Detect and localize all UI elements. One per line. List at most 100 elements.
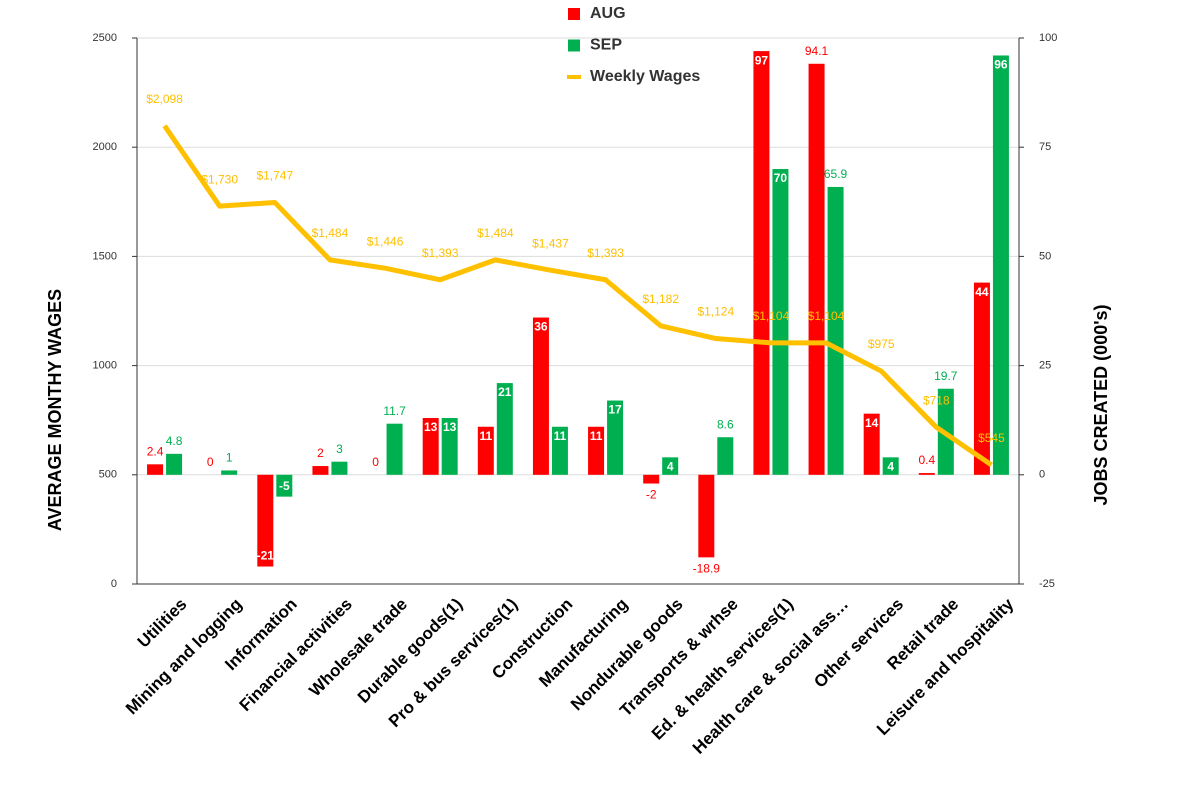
y2-tick-label: 75 bbox=[1039, 141, 1051, 153]
line-value-label: $975 bbox=[868, 337, 895, 351]
line-value-label: $1,182 bbox=[642, 292, 679, 306]
bar-value-label: 21 bbox=[498, 385, 512, 399]
bar-value-label: 8.6 bbox=[717, 417, 734, 431]
bar bbox=[532, 317, 549, 475]
bar bbox=[276, 474, 293, 497]
y-tick-label: 500 bbox=[99, 469, 117, 481]
bar-value-label: 94.1 bbox=[805, 44, 829, 58]
bar-value-label: 14 bbox=[865, 416, 879, 430]
line-value-label: $1,484 bbox=[477, 226, 514, 240]
bar bbox=[257, 474, 274, 567]
line-value-label: $1,393 bbox=[587, 246, 624, 260]
line-value-label: $1,104 bbox=[808, 309, 845, 323]
legend-swatch bbox=[568, 39, 580, 52]
bar bbox=[772, 169, 789, 475]
line bbox=[162, 124, 993, 468]
bar bbox=[827, 186, 844, 475]
line-value-label: $1,104 bbox=[753, 309, 790, 323]
y2-tick-label: 25 bbox=[1039, 360, 1051, 372]
bar-value-label: -18.9 bbox=[693, 562, 721, 576]
bar bbox=[386, 423, 403, 475]
bar-value-label: -5 bbox=[279, 479, 290, 493]
bar bbox=[918, 473, 935, 475]
y-tick-label: 0 bbox=[111, 578, 117, 590]
bar bbox=[698, 474, 715, 558]
bar-value-label: 4.8 bbox=[166, 434, 183, 448]
line-value-label: $545 bbox=[978, 431, 1005, 445]
bar-value-label: 0.4 bbox=[918, 453, 935, 467]
y-tick-label: 2000 bbox=[93, 141, 117, 153]
bar-value-label: 44 bbox=[975, 285, 989, 299]
legend-swatch bbox=[567, 75, 581, 79]
y2-axis-title: JOBS CREATED (000's) bbox=[1091, 304, 1111, 505]
bar bbox=[992, 55, 1009, 475]
bar-value-label: 97 bbox=[755, 53, 769, 67]
bar-value-label: 11.7 bbox=[383, 404, 406, 418]
bar-value-label: 96 bbox=[994, 58, 1008, 72]
bar bbox=[147, 464, 164, 475]
bar bbox=[662, 457, 679, 475]
bar bbox=[882, 457, 899, 475]
bar-value-label: 11 bbox=[590, 429, 603, 443]
bar bbox=[808, 63, 825, 475]
y-axis-title: AVERAGE MONTHY WAGES bbox=[45, 289, 65, 531]
bar-value-label: 11 bbox=[554, 429, 567, 443]
bar bbox=[973, 282, 990, 475]
legend-swatch bbox=[568, 8, 580, 20]
bar-value-label: 2.4 bbox=[147, 444, 164, 458]
legend-label: Weekly Wages bbox=[590, 68, 700, 85]
bar bbox=[312, 466, 329, 475]
bar bbox=[496, 383, 513, 475]
x-tick-label: Wholesale trade bbox=[305, 595, 411, 701]
line-value-label: $1,124 bbox=[697, 305, 734, 319]
bar bbox=[588, 426, 605, 475]
bar bbox=[441, 418, 458, 475]
bar-value-label: 1 bbox=[226, 451, 233, 465]
bar bbox=[643, 474, 660, 484]
bar-value-label: 65.9 bbox=[824, 167, 848, 181]
bar-value-label: 4 bbox=[667, 459, 674, 473]
bar-value-label: 13 bbox=[424, 420, 438, 434]
y-tick-label: 1500 bbox=[93, 250, 117, 262]
line-value-label: $1,730 bbox=[201, 172, 238, 186]
bar bbox=[331, 461, 348, 475]
bar bbox=[166, 453, 183, 475]
bar bbox=[863, 413, 880, 475]
y2-tick-label: 100 bbox=[1039, 32, 1057, 44]
line-value-label: $1,484 bbox=[312, 226, 349, 240]
bar-value-label: 36 bbox=[534, 320, 548, 334]
y-tick-label: 2500 bbox=[93, 32, 117, 44]
bar-value-label: 11 bbox=[479, 429, 492, 443]
bar-value-label: 0 bbox=[207, 455, 214, 469]
bar-value-label: 3 bbox=[336, 442, 343, 456]
x-tick-label: Durable goods(1) bbox=[354, 595, 466, 707]
line-value-label: $1,393 bbox=[422, 246, 459, 260]
line-value-label: $2,098 bbox=[146, 92, 183, 106]
bar-value-label: 2 bbox=[317, 446, 324, 460]
x-tick-label: Utilities bbox=[134, 595, 191, 652]
line-value-label: $1,446 bbox=[367, 234, 404, 248]
bar-value-label: -21 bbox=[257, 549, 275, 563]
bar-value-label: 70 bbox=[774, 171, 788, 185]
bar-value-label: 17 bbox=[608, 403, 622, 417]
bar bbox=[551, 426, 568, 475]
y2-tick-label: 50 bbox=[1039, 250, 1051, 262]
line-value-label: $718 bbox=[923, 393, 950, 407]
bar-value-label: -2 bbox=[646, 488, 657, 502]
legend-label: AUG bbox=[590, 5, 626, 22]
bar-value-label: 4 bbox=[887, 459, 894, 473]
bar-value-label: 0 bbox=[372, 455, 379, 469]
bar bbox=[422, 418, 439, 475]
y-tick-label: 1000 bbox=[93, 360, 117, 372]
bar bbox=[753, 51, 770, 475]
bar bbox=[717, 437, 734, 475]
bar-value-label: 19.7 bbox=[934, 369, 958, 383]
line-value-label: $1,437 bbox=[532, 236, 569, 250]
line-value-label: $1,747 bbox=[256, 169, 293, 183]
y2-tick-label: 0 bbox=[1039, 469, 1045, 481]
y2-tick-label: -25 bbox=[1039, 578, 1055, 590]
legend-label: SEP bbox=[590, 37, 622, 54]
bar bbox=[477, 426, 494, 475]
bar bbox=[607, 400, 624, 475]
